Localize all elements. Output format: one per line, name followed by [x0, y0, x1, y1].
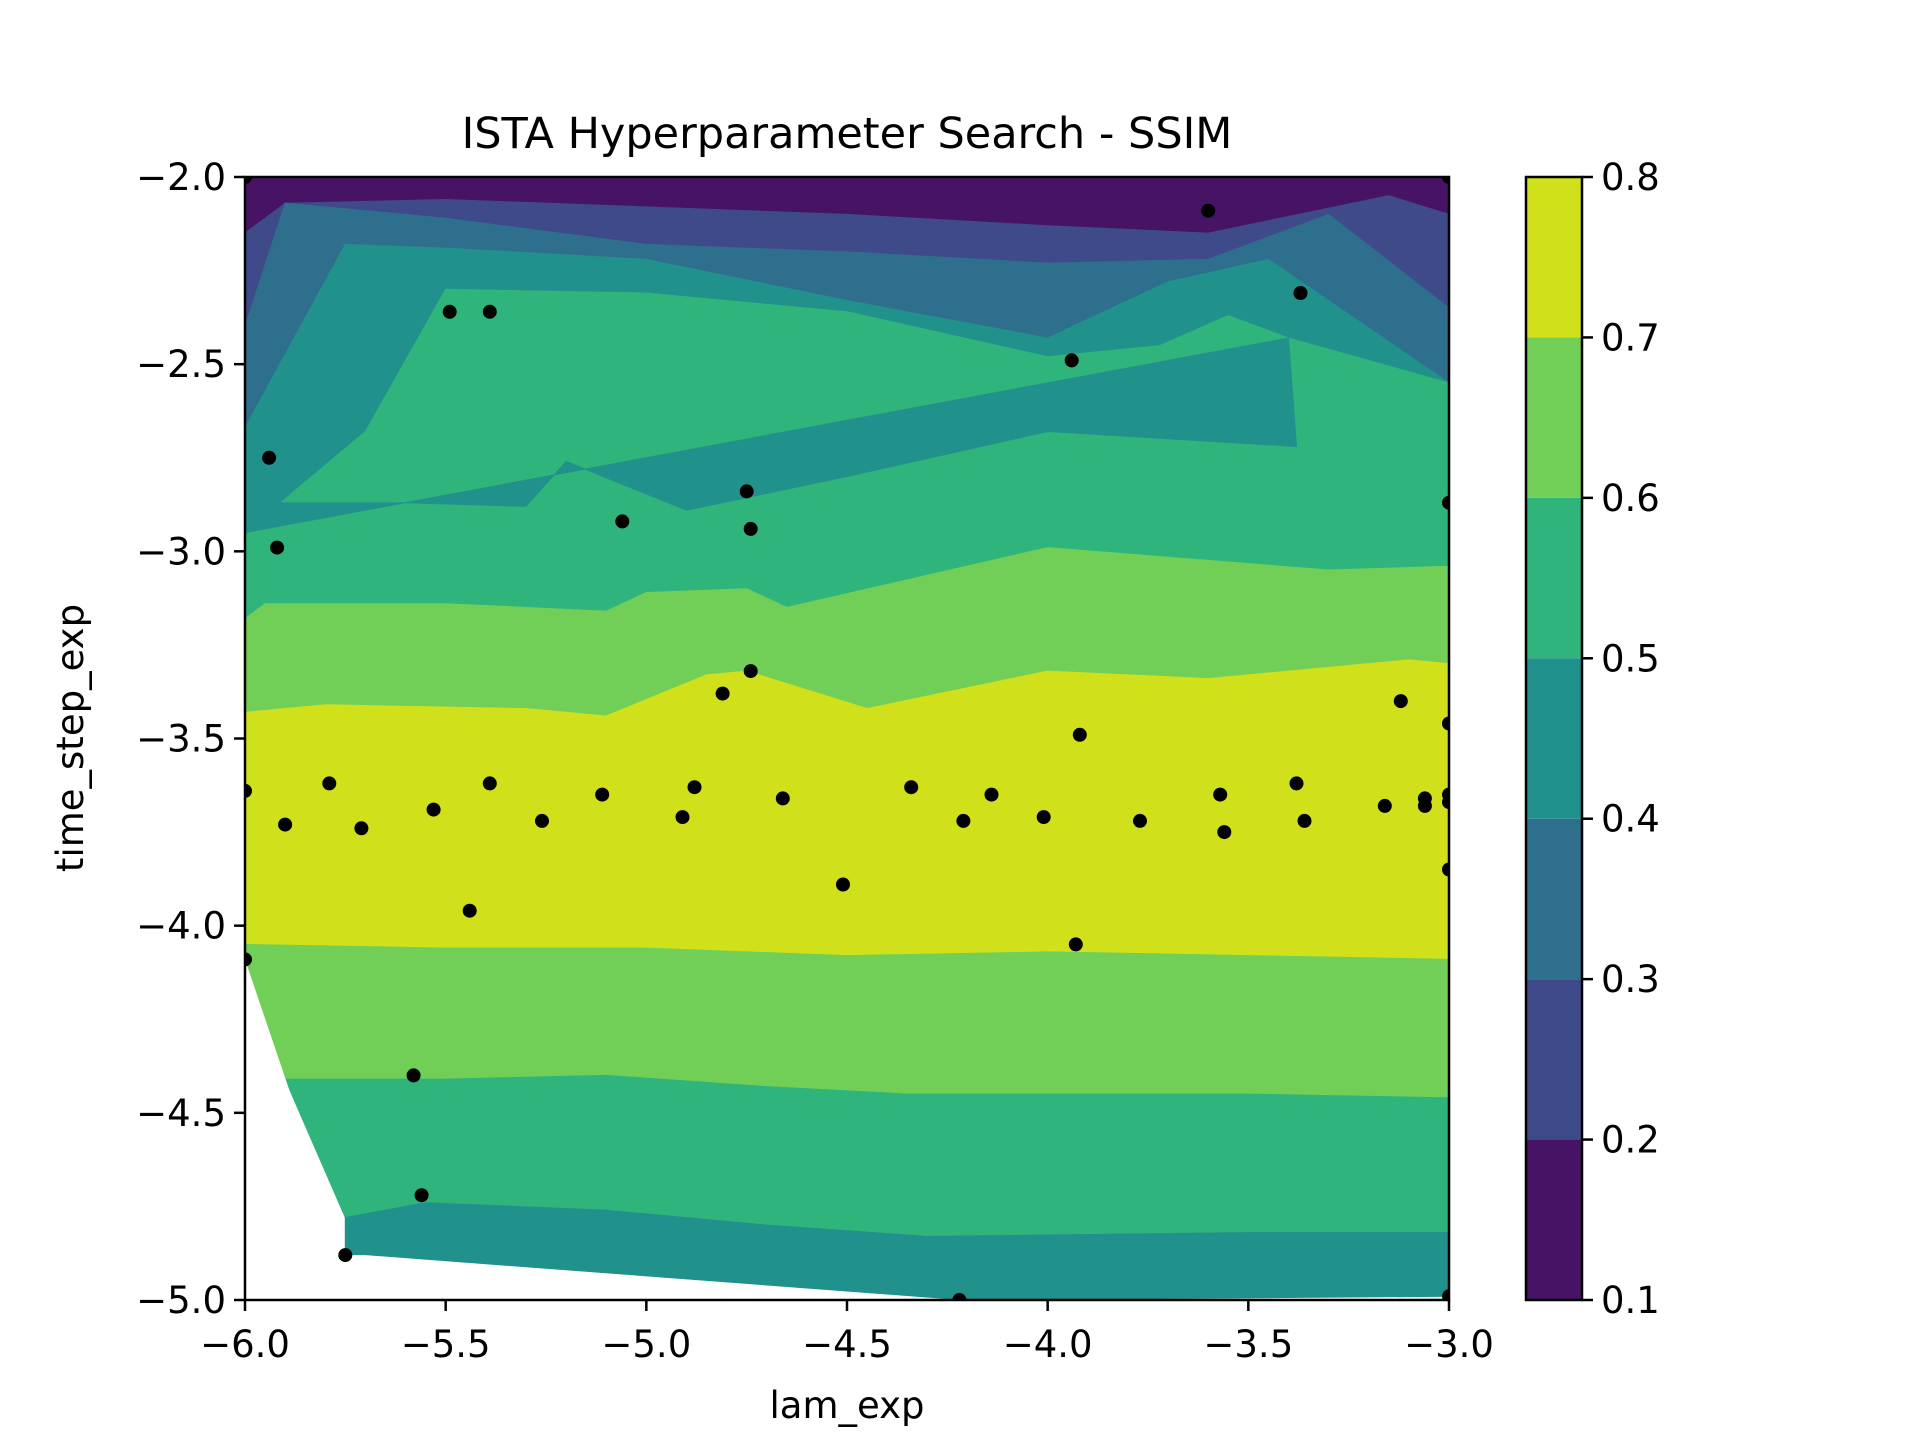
x-tick-label: −5.0 — [601, 1323, 691, 1366]
sample-point — [952, 1293, 967, 1300]
colorbar — [1524, 175, 1584, 1302]
sample-point — [743, 664, 758, 679]
y-tick-label: −4.5 — [136, 1092, 226, 1135]
sample-point — [1442, 716, 1449, 731]
sample-point — [1201, 203, 1216, 218]
y-tick-label: −4.0 — [136, 905, 226, 948]
contour-bands — [245, 177, 1449, 1300]
x-tick-label: −5.5 — [401, 1323, 491, 1366]
x-tick-label: −6.0 — [200, 1323, 290, 1366]
colorbar-tick-label: 0.5 — [1601, 637, 1660, 680]
sample-point — [406, 1068, 421, 1083]
colorbar-ticks: 0.1 0.2 0.3 0.4 0.5 0.6 0.7 0.8 — [1582, 156, 1660, 1322]
y-axis-label: time_step_exp — [49, 604, 92, 872]
sample-point — [262, 450, 277, 465]
sample-point — [715, 686, 730, 701]
colorbar-segment — [1526, 337, 1582, 498]
sample-point — [245, 783, 252, 798]
colorbar-tick-label: 0.1 — [1601, 1279, 1660, 1322]
sample-point — [956, 813, 971, 828]
sample-point — [322, 776, 337, 791]
y-tick-label: −5.0 — [136, 1279, 226, 1322]
sample-point — [482, 304, 497, 319]
y-axis-ticks: −5.0 −4.5 −4.0 −3.5 −3.0 −2.5 −2.0 — [136, 156, 245, 1322]
sample-point — [1442, 862, 1449, 877]
y-tick-label: −3.0 — [136, 530, 226, 573]
x-axis-ticks: −6.0 −5.5 −5.0 −4.5 −4.0 −3.5 −3.0 — [200, 1300, 1494, 1366]
colorbar-tick-label: 0.2 — [1601, 1119, 1660, 1162]
colorbar-tick-label: 0.4 — [1601, 798, 1660, 841]
sample-point — [1072, 727, 1087, 742]
y-tick-label: −2.0 — [136, 156, 226, 199]
x-tick-label: −4.0 — [1003, 1323, 1093, 1366]
sample-point — [984, 787, 999, 802]
colorbar-segment — [1526, 658, 1582, 819]
sample-point — [1217, 825, 1232, 840]
sample-point — [338, 1248, 353, 1263]
x-tick-label: −3.5 — [1203, 1323, 1293, 1366]
sample-point — [615, 514, 630, 529]
sample-point — [904, 780, 919, 795]
colorbar-tick-label: 0.3 — [1601, 958, 1660, 1001]
colorbar-segment — [1526, 497, 1582, 659]
sample-point — [1297, 813, 1312, 828]
outside-hull-region — [245, 959, 1449, 1300]
sample-point — [1064, 353, 1079, 368]
sample-point — [1289, 776, 1304, 791]
sample-point — [245, 177, 252, 184]
sample-point — [414, 1188, 429, 1203]
sample-point — [1442, 1289, 1449, 1300]
sample-point — [1377, 798, 1392, 813]
sample-point — [426, 802, 441, 817]
sample-point — [775, 791, 790, 806]
colorbar-segment — [1526, 1139, 1582, 1300]
sample-point — [1036, 810, 1051, 825]
y-tick-label: −2.5 — [136, 343, 226, 386]
sample-point — [595, 787, 610, 802]
sample-point — [535, 813, 549, 828]
sample-point — [1393, 694, 1408, 709]
sample-point — [743, 521, 758, 536]
band-0.4-0.5-inner — [245, 337, 1298, 534]
colorbar-tick-label: 0.6 — [1601, 477, 1660, 520]
sample-point — [462, 903, 477, 918]
sample-point — [739, 484, 754, 499]
colorbar-segment — [1526, 177, 1582, 338]
colorbar-segment — [1526, 979, 1582, 1140]
sample-point — [278, 817, 293, 832]
colorbar-tick-label: 0.8 — [1601, 156, 1660, 199]
sample-point — [1213, 787, 1228, 802]
x-tick-label: −3.0 — [1404, 1323, 1494, 1366]
colorbar-frame — [1524, 175, 1584, 1302]
sample-point — [1133, 813, 1147, 828]
sample-point — [1442, 795, 1449, 810]
sample-point — [836, 877, 850, 892]
sample-point — [687, 780, 702, 795]
colorbar-segment — [1526, 818, 1582, 980]
x-tick-label: −4.5 — [802, 1323, 892, 1366]
sample-point — [482, 776, 497, 791]
colorbar-tick-label: 0.7 — [1601, 316, 1660, 359]
sample-point — [270, 540, 285, 555]
chart-title: ISTA Hyperparameter Search - SSIM — [462, 109, 1233, 159]
sample-points — [245, 177, 1449, 1300]
y-tick-label: −3.5 — [136, 718, 226, 761]
sample-point — [675, 810, 690, 825]
sample-point — [1442, 495, 1449, 510]
sample-point — [354, 821, 369, 836]
x-axis-label: lam_exp — [770, 1384, 925, 1427]
sample-point — [442, 304, 457, 319]
sample-point — [245, 952, 252, 967]
sample-point — [1068, 937, 1083, 952]
sample-point — [1417, 798, 1432, 813]
band-0.6-0.7-bottom — [245, 943, 1449, 1099]
sample-point — [1442, 177, 1449, 184]
sample-point — [1293, 286, 1308, 300]
